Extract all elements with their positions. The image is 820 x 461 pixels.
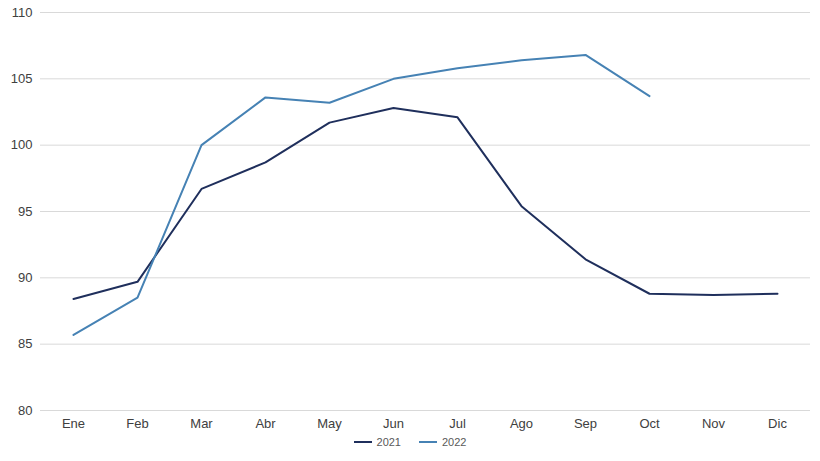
- svg-text:Nov: Nov: [702, 416, 726, 431]
- svg-text:85: 85: [18, 336, 32, 351]
- svg-text:Ene: Ene: [62, 416, 85, 431]
- svg-text:95: 95: [18, 204, 32, 219]
- svg-text:Mar: Mar: [190, 416, 213, 431]
- svg-text:100: 100: [11, 137, 33, 152]
- svg-text:Jul: Jul: [449, 416, 466, 431]
- svg-text:Abr: Abr: [255, 416, 276, 431]
- html-text:2022: 2022: [442, 436, 467, 448]
- svg-text:Feb: Feb: [126, 416, 148, 431]
- svg-text:105: 105: [11, 71, 33, 86]
- svg-text:Oct: Oct: [639, 416, 660, 431]
- svg-text:80: 80: [18, 403, 32, 418]
- svg-text:Ago: Ago: [510, 416, 533, 431]
- svg-text:Dic: Dic: [768, 416, 787, 431]
- svg-text:90: 90: [18, 270, 32, 285]
- svg-text:110: 110: [12, 5, 33, 20]
- svg-text:May: May: [317, 416, 342, 431]
- svg-text:Sep: Sep: [574, 416, 597, 431]
- html-text:2021: 2021: [376, 436, 401, 448]
- svg-text:Jun: Jun: [383, 416, 404, 431]
